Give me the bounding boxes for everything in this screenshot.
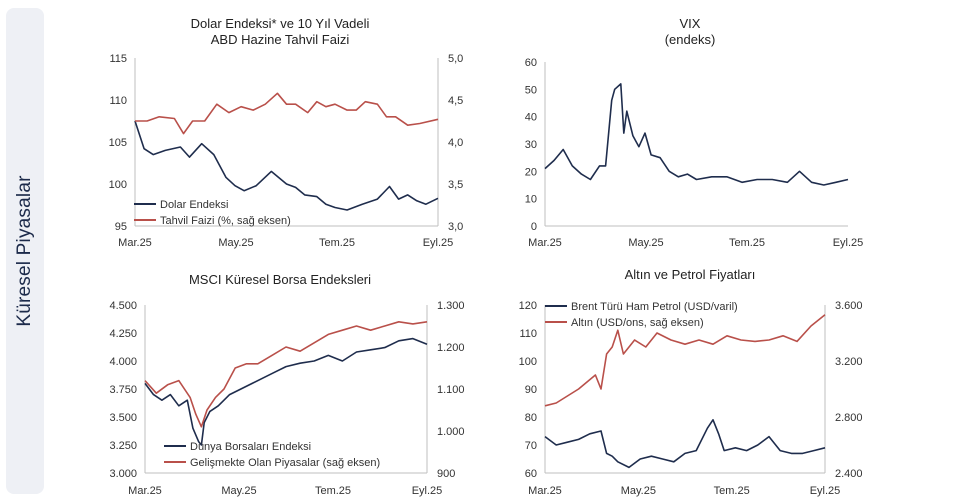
chart-svg: 3.000 3.250 3.500 3.750 4.000 4.250 4.500 900 1.… bbox=[109, 300, 465, 497]
x-tick-label: May.25 bbox=[628, 237, 663, 249]
y-tick-label-right: 900 bbox=[437, 468, 455, 480]
y-tick-label-left: 4.250 bbox=[109, 328, 137, 340]
y-tick-label-right: 4,5 bbox=[448, 95, 463, 107]
y-tick-label-left: 120 bbox=[519, 300, 537, 312]
x-tick-label: Mar.25 bbox=[528, 237, 562, 249]
x-tick-label: Eyl.25 bbox=[833, 237, 864, 249]
series-line bbox=[144, 320, 428, 428]
series-line bbox=[544, 314, 826, 407]
y-tick-label-right: 1.300 bbox=[437, 300, 465, 312]
y-tick-label-left: 0 bbox=[531, 221, 537, 233]
chart-title: Dolar Endeksi* ve 10 Yıl Vadeli ABD Hazi… bbox=[90, 16, 470, 48]
chart-title: VIX (endeks) bbox=[500, 16, 880, 48]
y-tick-label-left: 100 bbox=[519, 356, 537, 368]
y-tick-label-left: 90 bbox=[525, 384, 537, 396]
x-tick-label: Eyl.25 bbox=[810, 485, 841, 497]
y-tick-label-left: 3.250 bbox=[109, 440, 137, 452]
y-tick-label-right: 3,0 bbox=[448, 221, 463, 233]
chart-svg: 0 10 20 30 40 50 60 Mar.25 May.25 Tem.25 Eyl.25 bbox=[525, 57, 864, 249]
y-tick-label-left: 60 bbox=[525, 468, 537, 480]
y-tick-label-left: 105 bbox=[109, 137, 127, 149]
x-tick-label: May.25 bbox=[221, 485, 256, 497]
chart-msci: MSCI Küresel Borsa Endeksleri 3.000 3.250… bbox=[90, 268, 470, 501]
y-tick-label-left: 30 bbox=[525, 139, 537, 151]
legend-label: Tahvil Faizi (%, sağ eksen) bbox=[160, 215, 291, 227]
y-tick-label-left: 60 bbox=[525, 57, 537, 69]
y-tick-label-left: 115 bbox=[109, 53, 127, 65]
y-tick-label-left: 4.000 bbox=[109, 356, 137, 368]
y-tick-label-right: 1.000 bbox=[437, 426, 465, 438]
y-tick-label-right: 3.200 bbox=[835, 356, 863, 368]
y-tick-label-left: 3.000 bbox=[109, 468, 137, 480]
legend-label: Altın (USD/ons, sağ eksen) bbox=[571, 317, 704, 329]
chart-title-line1: VIX bbox=[679, 16, 701, 31]
x-tick-label: Tem.25 bbox=[319, 237, 355, 249]
x-tick-label: Tem.25 bbox=[315, 485, 351, 497]
y-tick-label-right: 2.800 bbox=[835, 412, 863, 424]
y-tick-label-left: 10 bbox=[525, 194, 537, 206]
y-tick-label-left: 4.500 bbox=[109, 300, 137, 312]
sidebar-label: Küresel Piyasalar bbox=[14, 175, 35, 327]
x-tick-label: May.25 bbox=[621, 485, 656, 497]
x-tick-label: Tem.25 bbox=[714, 485, 750, 497]
chart-svg: 60 70 80 90 100 110 120 2.400 2.800 3.200 3.600 Mar… bbox=[519, 300, 863, 497]
chart-svg: 95 100 105 110 115 3,0 3,5 4,0 4,5 5,0 Mar.25 May.2… bbox=[109, 53, 464, 249]
y-tick-label-right: 3,5 bbox=[448, 179, 463, 191]
chart-title: MSCI Küresel Borsa Endeksleri bbox=[90, 272, 470, 288]
y-tick-label-left: 80 bbox=[525, 412, 537, 424]
y-tick-label-right: 2.400 bbox=[835, 468, 863, 480]
y-tick-label-left: 40 bbox=[525, 112, 537, 124]
y-tick-label-left: 70 bbox=[525, 440, 537, 452]
y-tick-label-right: 1.200 bbox=[437, 342, 465, 354]
x-tick-label: May.25 bbox=[218, 237, 253, 249]
chart-vix: VIX (endeks) 0 10 20 30 40 50 60 Mar.25 May.25 Te… bbox=[500, 14, 880, 250]
chart-gold-oil: Altın ve Petrol Fiyatları 60 70 80 90 100 110… bbox=[500, 267, 880, 501]
chart-title-line2: (endeks) bbox=[664, 32, 716, 47]
sidebar-panel bbox=[6, 8, 44, 494]
y-tick-label-left: 110 bbox=[519, 328, 537, 340]
x-tick-label: Tem.25 bbox=[729, 237, 765, 249]
y-tick-label-left: 110 bbox=[109, 95, 127, 107]
series-line bbox=[144, 337, 428, 446]
y-tick-label-left: 3.750 bbox=[109, 384, 137, 396]
chart-title-line1: Altın ve Petrol Fiyatları bbox=[624, 267, 756, 282]
chart-title-line1: MSCI Küresel Borsa Endeksleri bbox=[188, 272, 372, 287]
chart-dollar-index: Dolar Endeksi* ve 10 Yıl Vadeli ABD Hazi… bbox=[90, 14, 470, 250]
x-tick-label: Mar.25 bbox=[118, 237, 152, 249]
series-line bbox=[135, 92, 439, 135]
chart-title-line2: ABD Hazine Tahvil Faizi bbox=[210, 32, 350, 47]
legend-label: Gelişmekte Olan Piyasalar (sağ eksen) bbox=[190, 457, 380, 469]
legend-label: Dolar Endeksi bbox=[160, 199, 228, 211]
y-tick-label-right: 4,0 bbox=[448, 137, 463, 149]
y-tick-label-right: 1.100 bbox=[437, 384, 465, 396]
y-tick-label-left: 100 bbox=[109, 179, 127, 191]
series-line bbox=[544, 83, 849, 186]
series-line bbox=[544, 419, 826, 469]
chart-title-line1: Dolar Endeksi* ve 10 Yıl Vadeli bbox=[190, 16, 370, 31]
chart-title: Altın ve Petrol Fiyatları bbox=[500, 267, 880, 283]
x-tick-label: Mar.25 bbox=[128, 485, 162, 497]
x-tick-label: Eyl.25 bbox=[412, 485, 443, 497]
legend-label: Brent Türü Ham Petrol (USD/varil) bbox=[571, 301, 738, 313]
y-tick-label-left: 20 bbox=[525, 166, 537, 178]
legend-label: Dünya Borsaları Endeksi bbox=[190, 441, 311, 453]
x-tick-label: Mar.25 bbox=[528, 485, 562, 497]
y-tick-label-left: 50 bbox=[525, 84, 537, 96]
x-tick-label: Eyl.25 bbox=[423, 237, 454, 249]
y-tick-label-right: 3.600 bbox=[835, 300, 863, 312]
series-line bbox=[134, 120, 439, 211]
y-tick-label-left: 3.500 bbox=[109, 412, 137, 424]
y-tick-label-left: 95 bbox=[115, 221, 127, 233]
y-tick-label-right: 5,0 bbox=[448, 53, 463, 65]
